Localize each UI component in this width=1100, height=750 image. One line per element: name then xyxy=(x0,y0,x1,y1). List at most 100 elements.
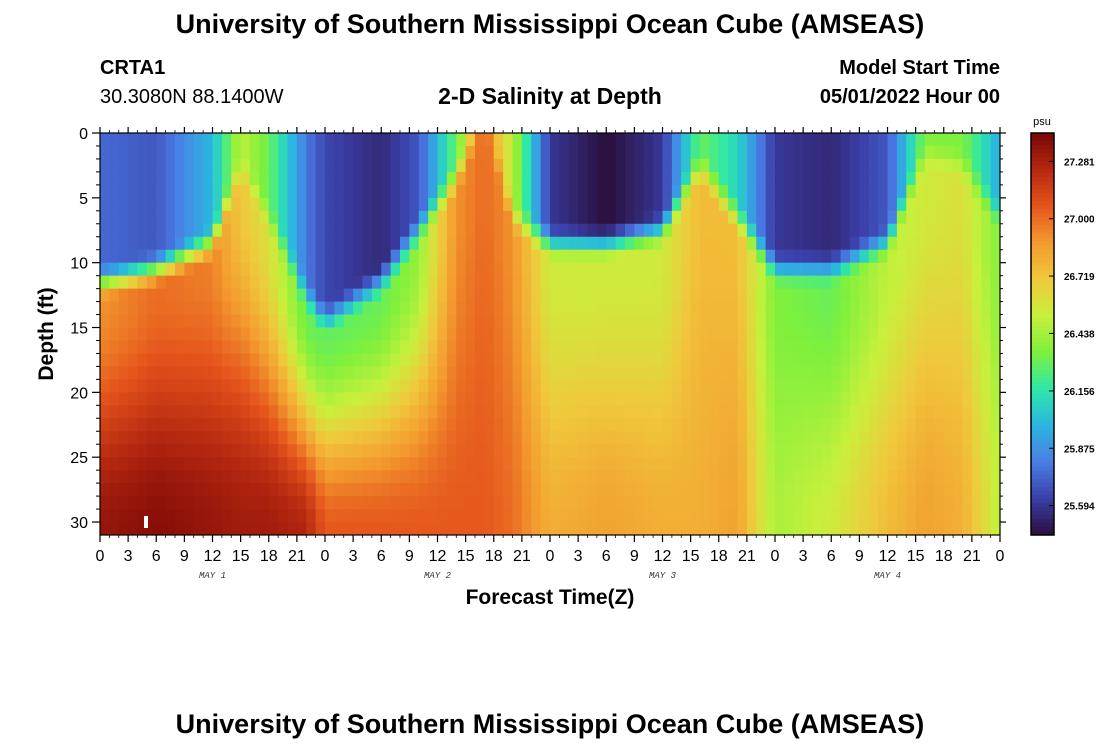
heatmap-cell xyxy=(625,223,635,238)
heatmap-cell xyxy=(231,509,242,523)
heatmap-cell xyxy=(465,405,476,419)
heatmap-cell xyxy=(625,210,635,225)
heatmap-cell xyxy=(512,457,523,471)
heatmap-cell xyxy=(128,171,138,186)
heatmap-cell xyxy=(109,210,120,225)
heatmap-cell xyxy=(981,262,992,277)
heatmap-cell xyxy=(793,366,804,380)
heatmap-cell xyxy=(990,262,1001,277)
heatmap-cell xyxy=(437,392,448,406)
heatmap-cell xyxy=(381,366,392,380)
x-tick-label: 12 xyxy=(654,548,672,565)
heatmap-cell xyxy=(878,133,888,147)
heatmap-cell xyxy=(353,275,363,290)
heatmap-cell xyxy=(334,509,345,523)
heatmap-cell xyxy=(343,496,354,510)
heatmap-cell xyxy=(943,444,954,458)
heatmap-cell xyxy=(437,327,448,341)
heatmap-cell xyxy=(756,197,767,212)
heatmap-cell xyxy=(840,483,851,497)
heatmap-cell xyxy=(428,262,438,277)
heatmap-cell xyxy=(400,314,410,328)
heatmap-cell xyxy=(850,418,860,432)
heatmap-cell xyxy=(175,418,185,432)
heatmap-cell xyxy=(409,457,420,471)
heatmap-cell xyxy=(250,145,260,160)
heatmap-cell xyxy=(878,405,888,419)
heatmap-cell xyxy=(728,379,738,393)
heatmap-cell xyxy=(840,392,851,406)
heatmap-cell xyxy=(671,379,682,393)
heatmap-cell xyxy=(709,275,720,290)
heatmap-cell xyxy=(306,314,317,328)
heatmap-cell xyxy=(915,353,926,367)
x-tick-label: 3 xyxy=(124,548,133,565)
heatmap-cell xyxy=(287,314,298,328)
heatmap-cell xyxy=(915,301,926,315)
heatmap-cell xyxy=(887,418,898,432)
heatmap-cell xyxy=(371,133,382,147)
heatmap-cell xyxy=(746,236,757,251)
heatmap-cell xyxy=(953,457,963,471)
heatmap-cell xyxy=(887,314,898,328)
heatmap-cell xyxy=(756,483,767,497)
heatmap-cell xyxy=(887,496,898,510)
heatmap-cell xyxy=(475,158,485,173)
heatmap-cell xyxy=(521,509,532,523)
heatmap-cell xyxy=(625,275,635,290)
heatmap-cell xyxy=(859,444,870,458)
heatmap-cell xyxy=(756,210,767,225)
heatmap-cell xyxy=(146,223,157,238)
heatmap-cell xyxy=(887,340,898,354)
heatmap-cell xyxy=(165,470,176,484)
heatmap-cell xyxy=(887,522,898,536)
heatmap-cell xyxy=(606,133,617,147)
heatmap-cell xyxy=(428,223,438,238)
heatmap-cell xyxy=(587,353,598,367)
heatmap-cell xyxy=(775,366,785,380)
heatmap-cell xyxy=(859,457,870,471)
heatmap-cell xyxy=(371,210,382,225)
heatmap-cell xyxy=(653,301,663,315)
heatmap-cell xyxy=(137,405,148,419)
x-tick-label: 0 xyxy=(771,548,780,565)
heatmap-cell xyxy=(165,483,176,497)
heatmap-cell xyxy=(850,262,860,277)
heatmap-cell xyxy=(175,223,185,238)
heatmap-cell xyxy=(756,249,767,264)
heatmap-cell xyxy=(428,392,438,406)
heatmap-cell xyxy=(165,262,176,277)
heatmap-cell xyxy=(315,197,326,212)
heatmap-cell xyxy=(709,223,720,238)
heatmap-cell xyxy=(990,314,1001,328)
heatmap-cell xyxy=(615,366,626,380)
heatmap-cell xyxy=(681,470,692,484)
heatmap-cell xyxy=(662,197,673,212)
heatmap-cell xyxy=(812,522,823,536)
heatmap-cell xyxy=(137,223,148,238)
y-tick-label: 20 xyxy=(70,385,88,402)
heatmap-cell xyxy=(643,171,654,186)
heatmap-cell xyxy=(409,405,420,419)
heatmap-cell xyxy=(775,223,785,238)
heatmap-cell xyxy=(156,314,167,328)
heatmap-cell xyxy=(709,418,720,432)
heatmap-cell xyxy=(878,522,888,536)
heatmap-cell xyxy=(625,470,635,484)
colorbar-segment xyxy=(1031,430,1054,435)
heatmap-cell xyxy=(981,457,992,471)
heatmap-cell xyxy=(681,197,692,212)
heatmap-cell xyxy=(634,392,645,406)
heatmap-cell xyxy=(250,496,260,510)
heatmap-cell xyxy=(803,444,813,458)
heatmap-cell xyxy=(803,431,813,445)
heatmap-cell xyxy=(193,366,204,380)
heatmap-cell xyxy=(343,340,354,354)
heatmap-cell xyxy=(906,470,917,484)
heatmap-cell xyxy=(775,327,785,341)
heatmap-cell xyxy=(475,301,485,315)
heatmap-cell xyxy=(943,366,954,380)
heatmap-cell xyxy=(709,288,720,302)
heatmap-cell xyxy=(803,314,813,328)
heatmap-cell xyxy=(325,457,335,471)
